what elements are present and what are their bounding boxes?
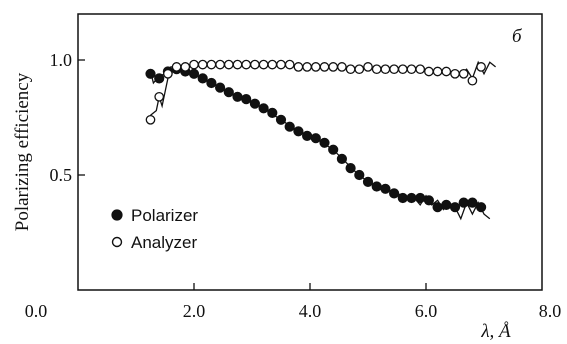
- point-polarizer: [406, 192, 417, 204]
- point-analyzer: [363, 62, 373, 72]
- point-analyzer: [284, 59, 295, 70]
- legend: Polarizer Analyzer: [111, 206, 198, 252]
- point-analyzer: [467, 75, 478, 86]
- point-analyzer: [276, 59, 286, 70]
- point-analyzer: [406, 64, 417, 75]
- point-polarizer: [154, 73, 165, 84]
- point-polarizer: [206, 77, 217, 89]
- point-analyzer: [267, 59, 278, 70]
- point-polarizer: [328, 144, 339, 155]
- point-polarizer: [397, 192, 408, 204]
- point-polarizer: [188, 68, 200, 79]
- point-analyzer: [302, 62, 312, 72]
- point-polarizer: [293, 126, 304, 137]
- point-analyzer: [345, 64, 356, 75]
- point-analyzer: [189, 59, 199, 70]
- legend-marker-analyzer: [111, 236, 123, 248]
- point-polarizer: [319, 137, 330, 148]
- point-polarizer: [415, 192, 426, 204]
- legend-label-polarizer: Polarizer: [131, 206, 198, 225]
- point-analyzer: [232, 59, 243, 70]
- point-polarizer: [345, 163, 356, 174]
- x-tick-label: 6.0: [415, 301, 438, 321]
- point-polarizer: [267, 107, 278, 119]
- point-polarizer: [215, 82, 226, 93]
- point-analyzer: [171, 62, 182, 72]
- point-polarizer: [275, 114, 287, 125]
- point-analyzer: [397, 64, 408, 75]
- point-analyzer: [145, 114, 156, 125]
- point-analyzer: [223, 59, 234, 70]
- point-analyzer: [337, 62, 347, 72]
- x-tick-label: 2.0: [183, 301, 206, 321]
- point-analyzer: [154, 91, 165, 102]
- y-axis-label: Polarizing efficiency: [12, 72, 33, 231]
- point-analyzer: [310, 62, 321, 72]
- y-axis-ticks: 0.5 1.0: [50, 50, 85, 185]
- point-polarizer: [249, 98, 260, 109]
- point-polarizer: [310, 133, 321, 144]
- point-polarizer: [432, 202, 443, 213]
- point-analyzer: [319, 62, 330, 72]
- point-analyzer: [163, 68, 173, 79]
- point-analyzer: [458, 68, 469, 79]
- point-polarizer: [302, 130, 313, 141]
- point-analyzer: [241, 59, 252, 70]
- x-tick-label: 0.0: [25, 301, 48, 321]
- point-polarizer: [197, 73, 208, 84]
- point-analyzer: [415, 64, 426, 75]
- point-analyzer: [258, 59, 269, 70]
- point-analyzer: [450, 68, 460, 79]
- point-polarizer: [467, 197, 478, 208]
- point-analyzer: [215, 59, 225, 70]
- x-axis-ticks: 0.0 2.0 4.0 6.0 8.0: [25, 283, 562, 321]
- point-analyzer: [328, 62, 339, 72]
- point-polarizer: [449, 202, 461, 213]
- point-polarizer: [284, 121, 295, 132]
- point-polarizer: [362, 176, 374, 187]
- legend-label-analyzer: Analyzer: [131, 233, 197, 252]
- point-analyzer: [206, 59, 217, 70]
- point-analyzer: [441, 66, 452, 77]
- point-polarizer: [232, 91, 243, 102]
- legend-marker-polarizer: [111, 209, 123, 221]
- point-polarizer: [371, 181, 382, 192]
- panel-label: б: [512, 26, 523, 47]
- point-polarizer: [441, 199, 452, 210]
- point-polarizer: [476, 202, 487, 213]
- point-polarizer: [258, 103, 269, 114]
- point-polarizer: [389, 188, 400, 199]
- y-tick-label: 1.0: [50, 50, 73, 70]
- point-analyzer: [197, 59, 208, 70]
- point-analyzer: [380, 64, 391, 75]
- point-analyzer: [476, 62, 486, 72]
- point-analyzer: [371, 64, 382, 75]
- point-analyzer: [250, 59, 260, 70]
- points: [145, 59, 487, 213]
- point-polarizer: [223, 87, 234, 98]
- y-tick-label: 0.5: [50, 165, 73, 185]
- point-polarizer: [423, 195, 434, 206]
- point-polarizer: [336, 153, 347, 164]
- point-analyzer: [389, 64, 399, 75]
- x-tick-label: 4.0: [299, 301, 322, 321]
- point-polarizer: [241, 94, 252, 105]
- x-axis-label: λ, Å: [480, 321, 511, 342]
- point-polarizer: [354, 169, 365, 181]
- point-analyzer: [180, 62, 191, 72]
- point-analyzer: [424, 66, 434, 77]
- point-analyzer: [293, 62, 304, 72]
- x-tick-label: 8.0: [539, 301, 562, 321]
- point-analyzer: [354, 64, 365, 75]
- point-polarizer: [145, 68, 156, 79]
- point-analyzer: [432, 66, 443, 77]
- point-polarizer: [458, 197, 469, 208]
- point-polarizer: [380, 183, 391, 194]
